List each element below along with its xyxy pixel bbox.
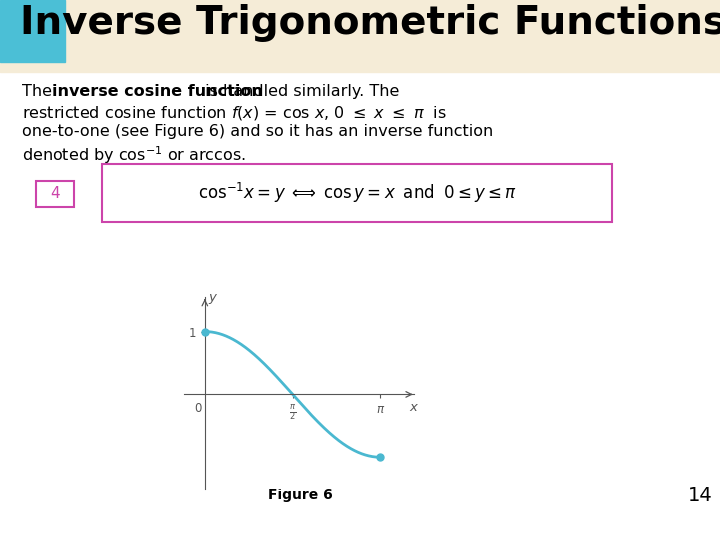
Text: one-to-one (see Figure 6) and so it has an inverse function: one-to-one (see Figure 6) and so it has … (22, 124, 493, 139)
Text: 0: 0 (194, 402, 202, 415)
Text: Inverse Trigonometric Functions: Inverse Trigonometric Functions (20, 4, 720, 42)
Text: Figure 6: Figure 6 (268, 488, 333, 502)
Bar (0, 0, 65, 62)
Text: inverse cosine function: inverse cosine function (52, 84, 263, 99)
Text: $x$: $x$ (409, 401, 419, 414)
Text: is handled similarly. The: is handled similarly. The (200, 84, 400, 99)
Bar (0, 0, 720, 72)
Text: The: The (22, 84, 57, 99)
Text: 4: 4 (50, 186, 60, 201)
Text: restricted cosine function $f(x)$ = cos $x$, 0 $\leq$ $x$ $\leq$ $\pi$  is: restricted cosine function $f(x)$ = cos … (22, 104, 447, 122)
Text: $y$: $y$ (208, 292, 218, 306)
Bar (102, 164, 612, 222)
Bar (36, 181, 74, 207)
Text: $\cos^{-1}\!x = y \;\Longleftrightarrow\; \cos y = x \;\;\mathrm{and}\;\; 0 \leq: $\cos^{-1}\!x = y \;\Longleftrightarrow\… (198, 181, 516, 205)
Text: denoted by cos$^{-1}$ or arccos.: denoted by cos$^{-1}$ or arccos. (22, 144, 246, 166)
Text: 14: 14 (688, 486, 712, 505)
Text: $y$ = cos $x$, 0 $\leq$ $x$ $\leq$ $\pi$: $y$ = cos $x$, 0 $\leq$ $x$ $\leq$ $\pi$ (231, 469, 369, 485)
